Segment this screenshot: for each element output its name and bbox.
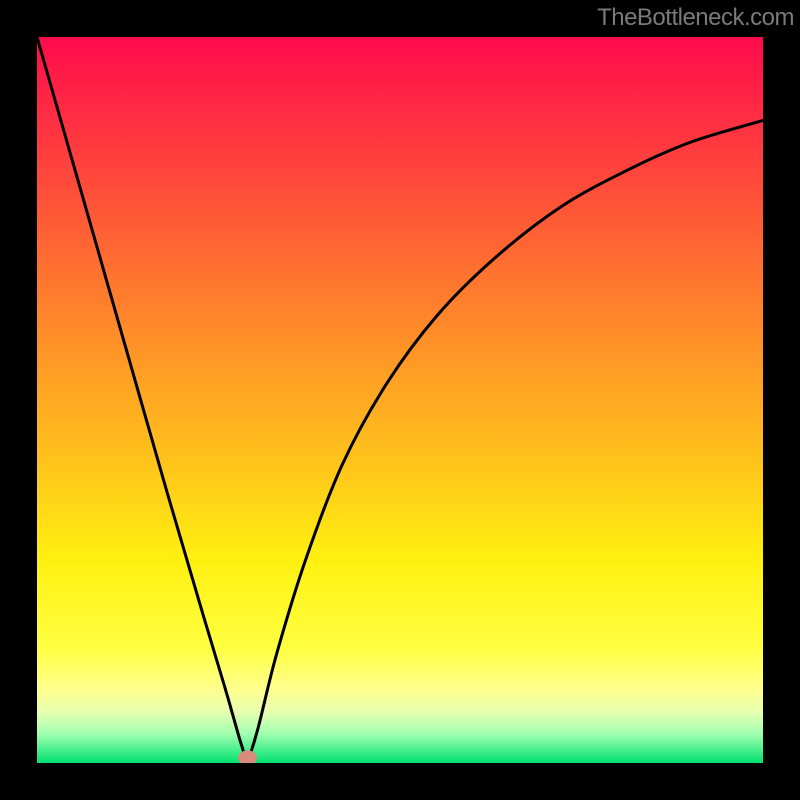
bottleneck-chart: [37, 37, 763, 763]
plot-background: [37, 37, 763, 763]
watermark-text: TheBottleneck.com: [597, 4, 794, 32]
chart-frame: TheBottleneck.com: [0, 0, 800, 800]
vertex-marker: [239, 751, 257, 763]
